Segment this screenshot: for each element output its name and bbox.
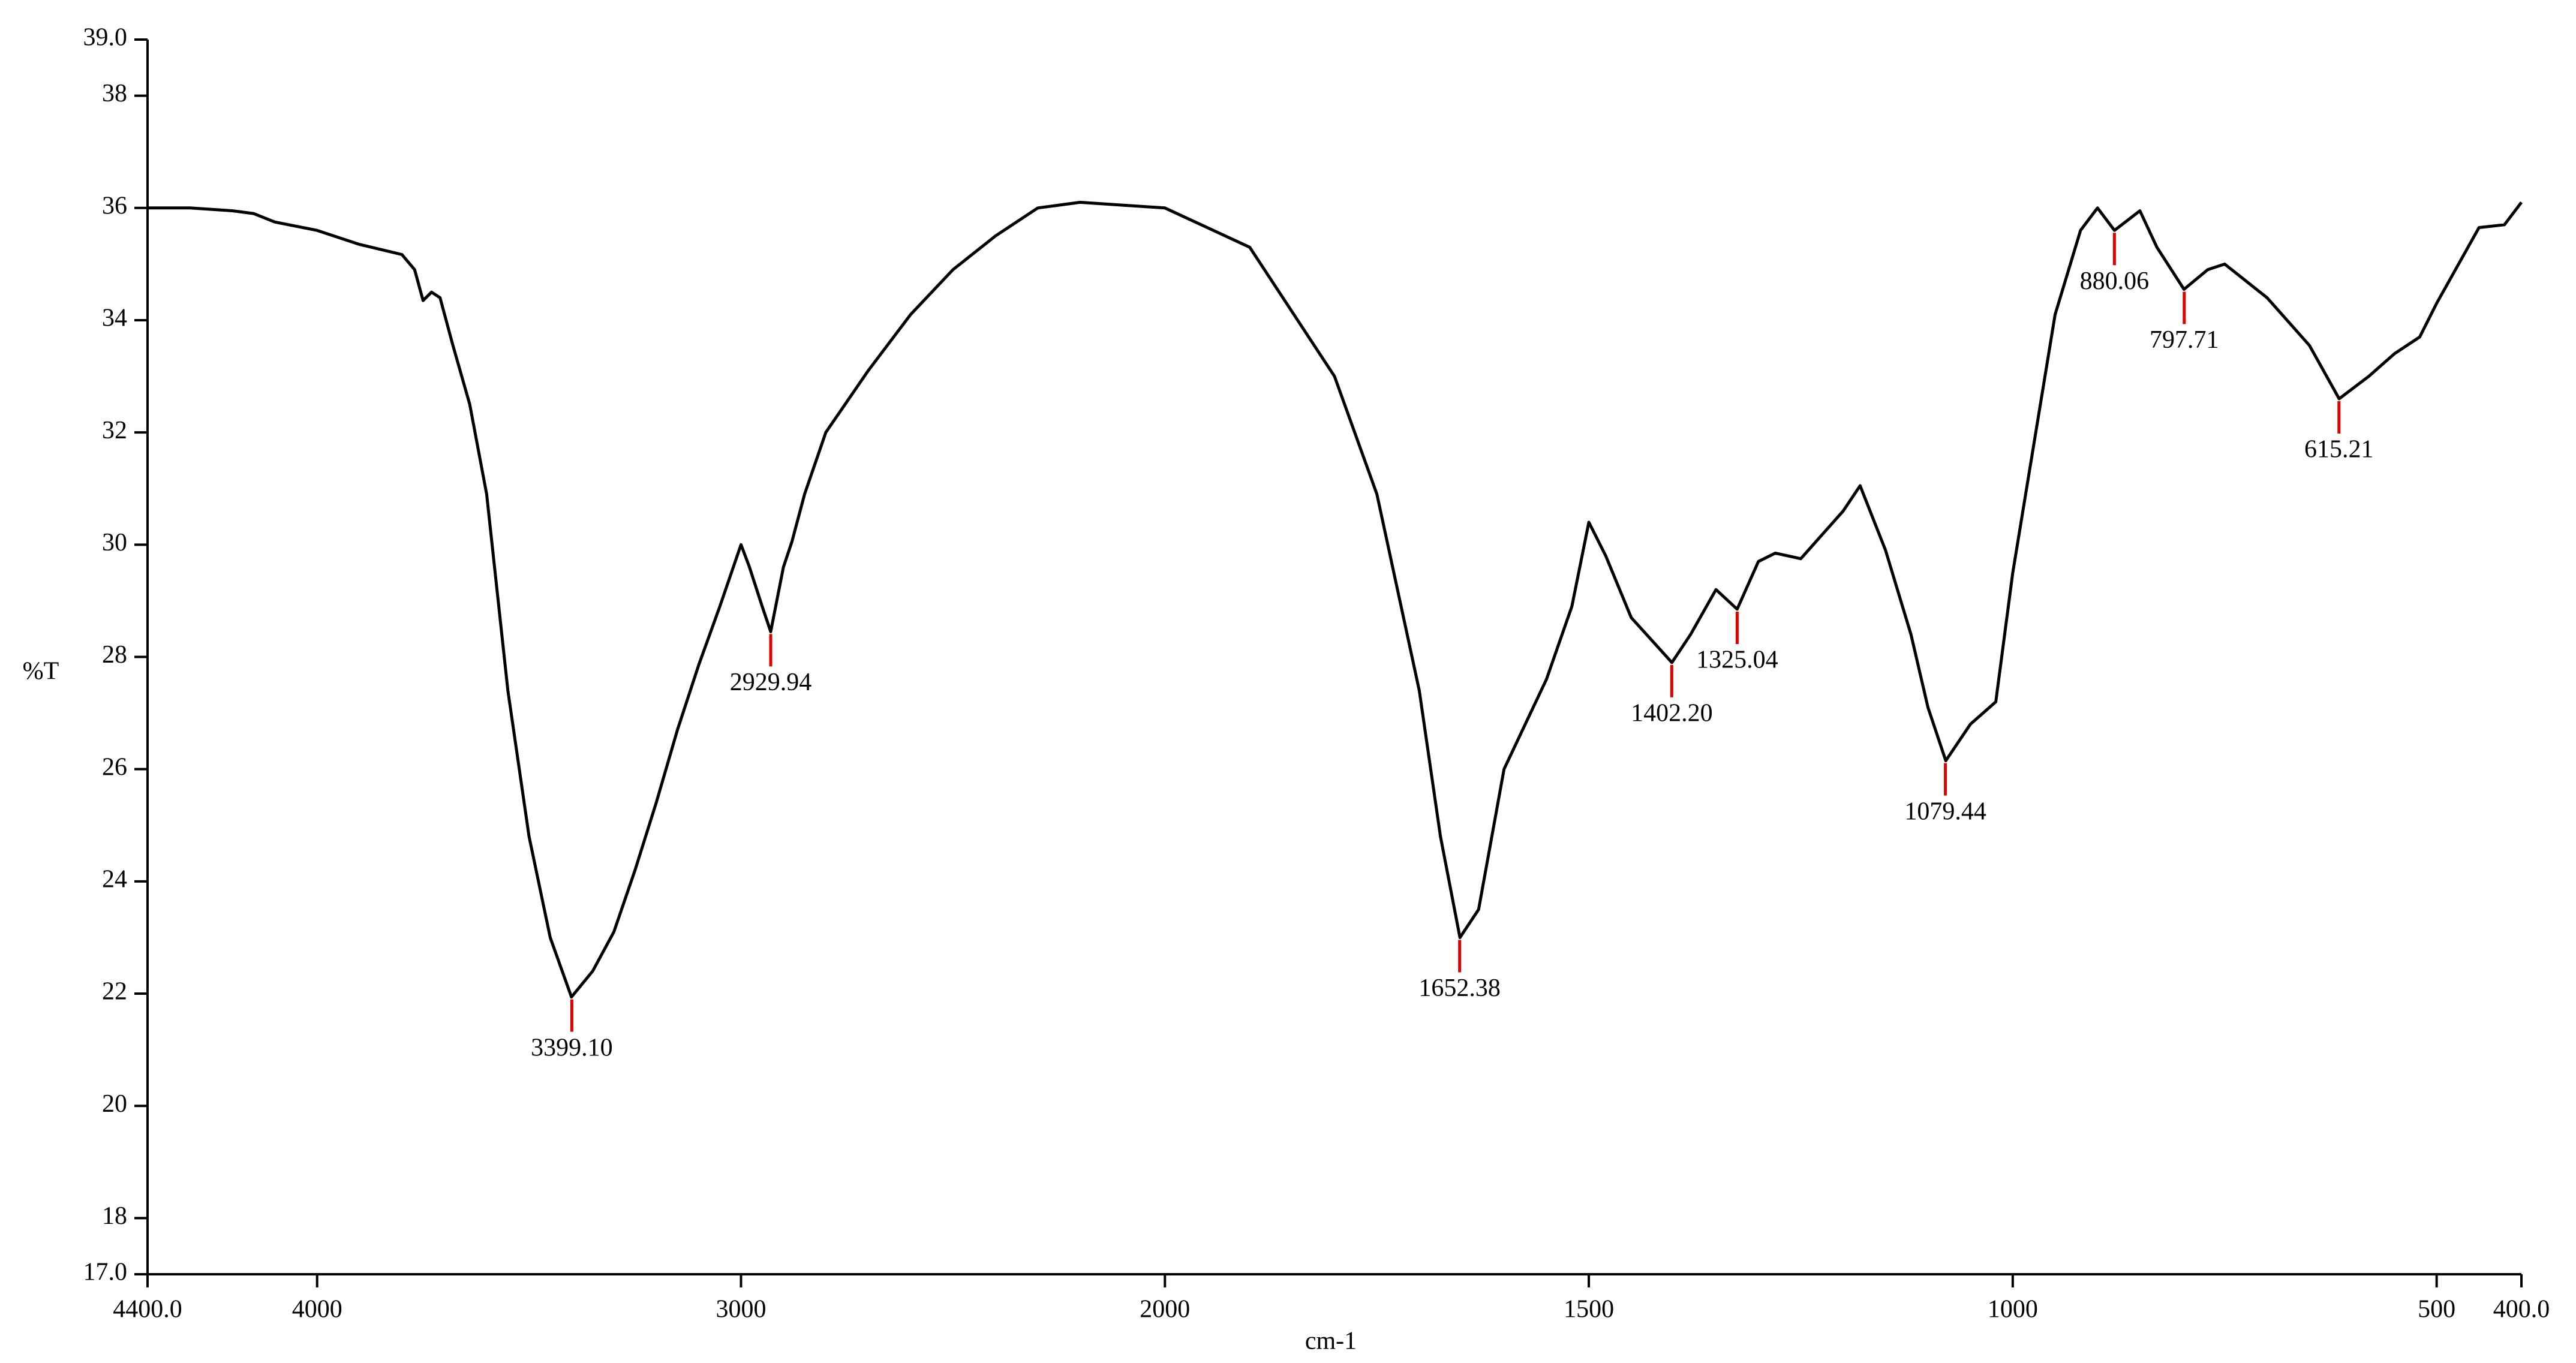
y-tick-label: 26 — [102, 753, 127, 781]
y-tick-label: 24 — [102, 866, 127, 893]
y-tick-label: 39.0 — [83, 24, 128, 52]
y-tick-label: 30 — [102, 529, 127, 556]
peak-label: 2929.94 — [730, 669, 812, 696]
peak-label: 797.71 — [2150, 326, 2219, 354]
y-tick-label: 34 — [102, 305, 127, 332]
peak-label: 3399.10 — [531, 1034, 613, 1061]
x-tick-label: 1500 — [1564, 1296, 1614, 1323]
x-tick-label: 1000 — [1988, 1296, 2038, 1323]
peak-label: 1402.20 — [1631, 699, 1713, 727]
x-tick-label: 500 — [2418, 1296, 2455, 1323]
y-tick-label: 20 — [102, 1090, 127, 1118]
y-axis-label: %T — [23, 658, 59, 685]
y-tick-label: 36 — [102, 192, 127, 219]
y-tick-label: 28 — [102, 641, 127, 669]
x-tick-label: 4400.0 — [113, 1296, 182, 1323]
x-tick-label: 2000 — [1140, 1296, 1190, 1323]
y-tick-label: 22 — [102, 978, 127, 1006]
y-tick-label: 32 — [102, 417, 127, 444]
peak-label: 1079.44 — [1904, 798, 1986, 825]
peak-label: 615.21 — [2304, 436, 2374, 464]
x-tick-label: 400.0 — [2493, 1296, 2550, 1323]
spectrum-line — [148, 200, 2523, 999]
peak-label: 880.06 — [2080, 267, 2150, 295]
peak-label: 1652.38 — [1418, 974, 1501, 1002]
y-tick-label: 18 — [102, 1202, 127, 1230]
y-tick-label: 38 — [102, 80, 127, 107]
y-tick-label: 17.0 — [83, 1259, 128, 1286]
x-tick-label: 3000 — [716, 1296, 767, 1323]
x-tick-label: 4000 — [292, 1296, 342, 1323]
peak-label: 1325.04 — [1696, 646, 1778, 674]
x-axis-label: cm-1 — [1305, 1328, 1357, 1355]
